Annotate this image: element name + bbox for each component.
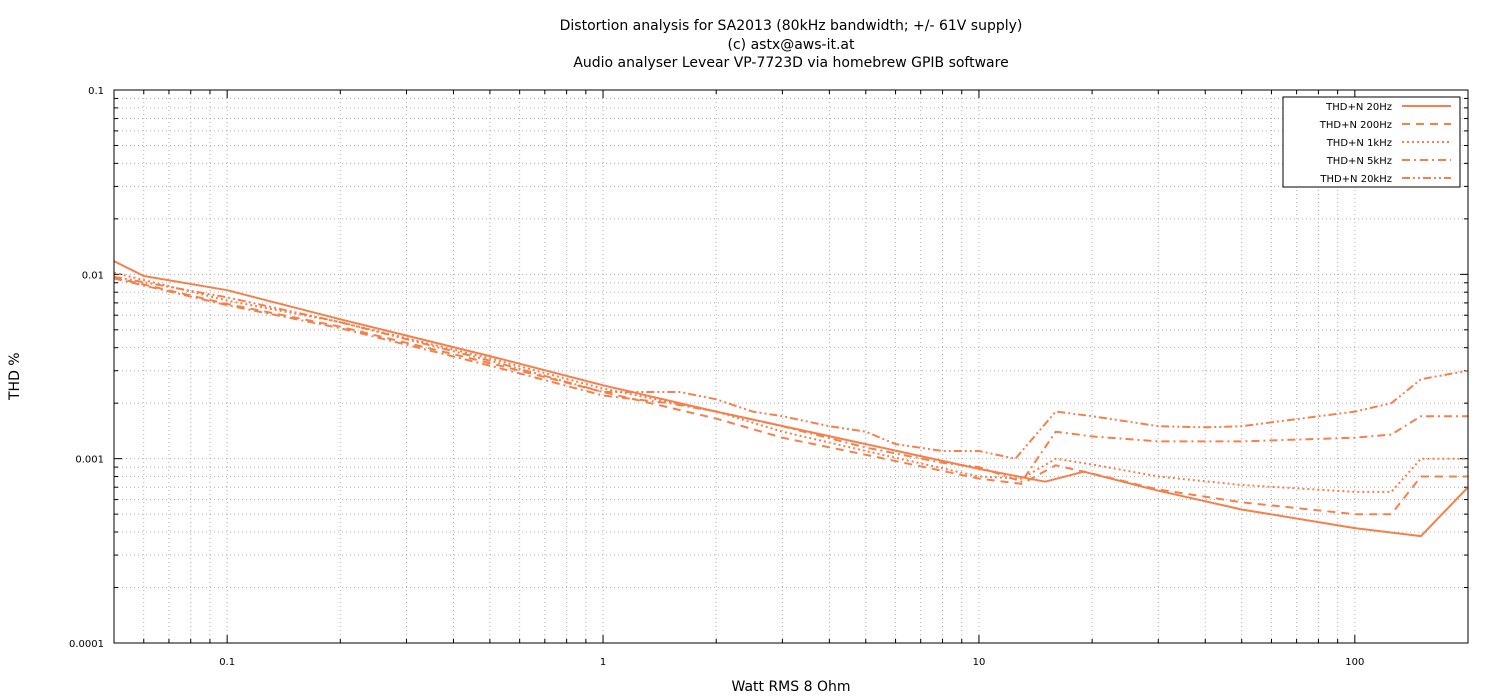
chart-title-line-3: Audio analyser Levear VP-7723D via homeb…	[573, 55, 1009, 71]
legend-label: THD+N 20Hz	[1325, 102, 1392, 113]
legend-label: THD+N 20kHz	[1319, 174, 1392, 185]
y-tick-label: 0.001	[75, 455, 104, 466]
chart-title-line-2: (c) astx@aws-it.at	[727, 37, 855, 53]
legend-box	[1282, 96, 1461, 188]
grid	[113, 89, 1469, 644]
legend-label: THD+N 200Hz	[1319, 120, 1392, 131]
x-axis-label: Watt RMS 8 Ohm	[731, 679, 851, 695]
x-tick-label: 0.1	[219, 657, 235, 668]
series-line-thd-n-20khz	[113, 275, 1469, 460]
y-tick-label: 0.1	[88, 86, 104, 97]
series-line-thd-n-200hz	[113, 276, 1468, 516]
series-line-thd-n-20hz	[113, 260, 1469, 538]
x-tick-label: 10	[973, 657, 986, 668]
legend-label: THD+N 5kHz	[1326, 156, 1392, 167]
x-tick-label: 100	[1345, 657, 1364, 668]
series-line-thd-n-1khz	[113, 271, 1468, 493]
series-lines	[113, 260, 1469, 538]
axis-ticks: 0.1 1 10 100 0.0001 0.001 0.01 0.1	[69, 86, 1469, 668]
x-tick-label: 1	[600, 657, 606, 668]
legend: THD+N 20Hz THD+N 200Hz THD+N 1kHz THD+N 5kH…	[1282, 96, 1461, 188]
series-line-thd-n-5khz	[113, 277, 1468, 483]
plot-frame	[113, 89, 1469, 644]
y-tick-label: 0.0001	[69, 639, 104, 650]
chart-title-line-1: Distortion analysis for SA2013 (80kHz ba…	[559, 18, 1023, 34]
legend-label: THD+N 1kHz	[1326, 138, 1392, 149]
y-tick-label: 0.01	[82, 270, 104, 281]
